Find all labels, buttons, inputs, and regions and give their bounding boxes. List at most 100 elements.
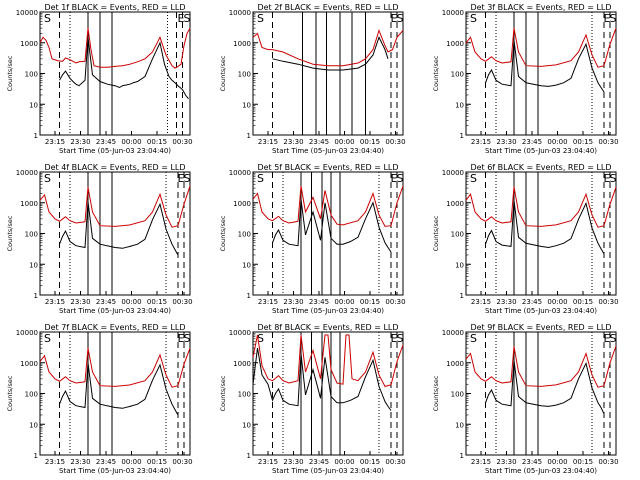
segment-annotation: E — [391, 332, 398, 345]
y-tick-label: 100 — [451, 71, 464, 79]
y-tick-label: 1000 — [446, 200, 464, 208]
x-tick-label: 23:45 — [522, 298, 542, 306]
segment-annotation: S — [257, 332, 264, 345]
panel-det-3: Det 3f BLACK = Events, RED = LLD 1 10 100 10… — [432, 3, 619, 155]
x-axis-label: Start Time (05-Jun-03 23:04:40) — [485, 147, 597, 155]
panel-title: Det 1f BLACK = Events, RED = LLD — [44, 3, 185, 12]
y-tick-label: 10000 — [442, 9, 464, 17]
y-tick-label: 10 — [29, 101, 38, 109]
panel-det-2: Det 2f BLACK = Events, RED = LLD 1 10 100 10… — [219, 3, 406, 155]
y-tick-label: 10000 — [442, 329, 464, 337]
x-tick-label: 00:15 — [147, 138, 167, 146]
x-tick-label: 00:30 — [172, 298, 192, 306]
x-tick-label: 00:30 — [598, 458, 618, 466]
panel-title: Det 3f BLACK = Events, RED = LLD — [470, 3, 611, 12]
panel-det-9: Det 9f BLACK = Events, RED = LLD 1 10 100 10… — [432, 323, 619, 475]
x-axis-label: Start Time (05-Jun-03 23:04:40) — [59, 467, 171, 475]
segment-annotation: S — [610, 172, 617, 185]
segment-annotation: S — [397, 12, 404, 25]
y-tick-label: 100 — [451, 391, 464, 399]
x-tick-label: 23:30 — [496, 298, 516, 306]
x-tick-label: 23:30 — [283, 298, 303, 306]
y-tick-label: 10000 — [16, 169, 38, 177]
y-axis-label: Counts/sec — [219, 55, 227, 91]
y-tick-label: 1 — [460, 452, 464, 460]
x-tick-label: 23:30 — [496, 458, 516, 466]
series-events — [485, 40, 605, 93]
segment-annotation: S — [397, 172, 404, 185]
y-tick-label: 10 — [29, 421, 38, 429]
y-tick-label: 10 — [455, 421, 464, 429]
panel-title: Det 8f BLACK = Events, RED = LLD — [257, 323, 398, 332]
y-axis-label: Counts/sec — [6, 55, 14, 91]
panel-title: Det 4f BLACK = Events, RED = LLD — [44, 163, 185, 172]
series-lld — [39, 347, 191, 388]
x-tick-label: 23:45 — [96, 298, 116, 306]
y-tick-label: 1000 — [446, 40, 464, 48]
x-tick-label: 23:15 — [471, 138, 491, 146]
y-tick-label: 10 — [29, 261, 38, 269]
x-tick-label: 00:30 — [598, 138, 618, 146]
y-tick-label: 1000 — [233, 360, 251, 368]
x-tick-label: 00:15 — [147, 458, 167, 466]
y-tick-label: 100 — [238, 231, 251, 239]
segment-annotation: E — [178, 172, 185, 185]
panel-title: Det 7f BLACK = Events, RED = LLD — [44, 323, 185, 332]
x-tick-label: 23:45 — [96, 138, 116, 146]
y-tick-label: 10 — [242, 261, 251, 269]
segment-annotation: E — [604, 12, 611, 25]
segment-annotation: S — [610, 12, 617, 25]
x-tick-label: 23:15 — [471, 458, 491, 466]
x-tick-label: 23:15 — [45, 138, 65, 146]
x-tick-label: 00:00 — [121, 298, 141, 306]
panel-det-5: Det 5f BLACK = Events, RED = LLD 1 10 100 10… — [219, 163, 406, 315]
x-tick-label: 23:15 — [258, 458, 278, 466]
y-tick-label: 1 — [247, 452, 251, 460]
plot-frame — [465, 171, 617, 296]
x-tick-label: 23:30 — [70, 458, 90, 466]
y-tick-label: 1000 — [233, 200, 251, 208]
y-tick-label: 10 — [242, 421, 251, 429]
segment-annotation: S — [257, 172, 264, 185]
x-tick-label: 00:15 — [573, 298, 593, 306]
x-axis-label: Start Time (05-Jun-03 23:04:40) — [485, 467, 597, 475]
segment-annotation: S — [184, 332, 191, 345]
segment-annotation: S — [257, 12, 264, 25]
x-tick-label: 23:45 — [96, 458, 116, 466]
x-tick-label: 23:30 — [283, 138, 303, 146]
panel-det-7: Det 7f BLACK = Events, RED = LLD 1 10 100 10… — [6, 323, 193, 475]
x-axis-label: Start Time (05-Jun-03 23:04:40) — [272, 147, 384, 155]
series-lld — [465, 345, 617, 388]
panel-title: Det 9f BLACK = Events, RED = LLD — [470, 323, 611, 332]
y-tick-label: 10000 — [229, 9, 251, 17]
x-tick-label: 00:30 — [172, 138, 192, 146]
x-tick-label: 00:00 — [334, 458, 354, 466]
x-tick-label: 23:15 — [471, 298, 491, 306]
x-tick-label: 00:00 — [547, 138, 567, 146]
y-tick-label: 100 — [238, 391, 251, 399]
series-lld — [39, 27, 191, 69]
segment-annotation: S — [44, 172, 51, 185]
series-events — [59, 201, 179, 256]
segment-annotation: S — [470, 12, 477, 25]
y-tick-label: 10 — [242, 101, 251, 109]
y-tick-label: 100 — [25, 231, 38, 239]
y-tick-label: 1 — [34, 452, 38, 460]
series-lld — [465, 186, 617, 228]
y-tick-label: 1 — [460, 132, 464, 140]
y-tick-label: 10000 — [229, 169, 251, 177]
y-tick-label: 1000 — [20, 360, 38, 368]
x-tick-label: 00:00 — [334, 138, 354, 146]
segment-annotation: E — [604, 172, 611, 185]
y-tick-label: 10000 — [16, 9, 38, 17]
x-tick-label: 00:00 — [547, 298, 567, 306]
panel-det-1: Det 1f BLACK = Events, RED = LLD 1 10 100 10… — [6, 3, 193, 155]
x-tick-label: 00:15 — [573, 138, 593, 146]
y-axis-label: Counts/sec — [432, 55, 440, 91]
series-lld — [252, 334, 404, 387]
y-tick-label: 10000 — [229, 329, 251, 337]
y-tick-label: 1 — [34, 292, 38, 300]
y-axis-label: Counts/sec — [432, 215, 440, 251]
y-axis-label: Counts/sec — [432, 375, 440, 411]
